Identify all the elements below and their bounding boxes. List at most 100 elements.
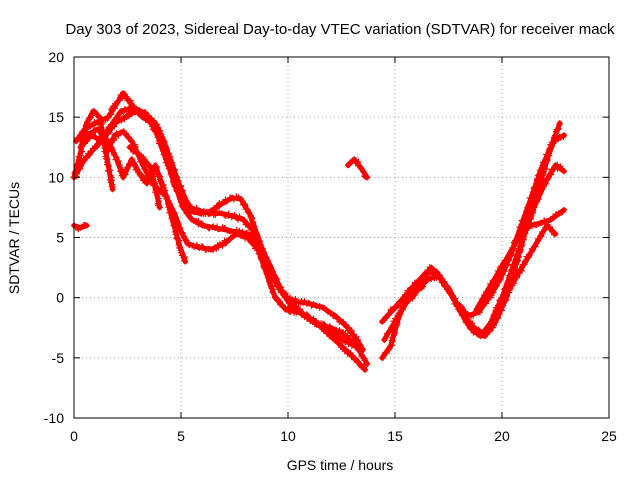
sample-marker bbox=[548, 171, 555, 178]
sample-marker bbox=[139, 162, 146, 169]
sample-marker bbox=[209, 246, 216, 253]
sample-marker bbox=[230, 196, 237, 203]
sample-marker bbox=[163, 147, 170, 154]
sample-marker bbox=[91, 127, 98, 134]
sample-marker bbox=[206, 211, 213, 218]
sample-marker bbox=[476, 303, 483, 310]
sample-marker bbox=[178, 182, 185, 189]
sample-marker bbox=[513, 252, 520, 259]
sample-marker bbox=[395, 303, 402, 310]
sample-marker bbox=[342, 321, 349, 328]
y-tick-label: 5 bbox=[56, 230, 64, 246]
sample-marker bbox=[507, 285, 514, 292]
sample-marker bbox=[188, 204, 195, 211]
sample-marker bbox=[158, 178, 165, 185]
sample-marker bbox=[525, 254, 532, 261]
sample-marker bbox=[112, 156, 119, 163]
sample-marker bbox=[529, 208, 536, 215]
sample-marker bbox=[99, 129, 106, 136]
sample-marker bbox=[172, 226, 179, 233]
sample-marker bbox=[379, 354, 386, 361]
sample-marker bbox=[84, 132, 91, 139]
sample-marker bbox=[83, 153, 90, 160]
sample-marker bbox=[88, 130, 95, 137]
sample-marker bbox=[107, 174, 114, 181]
sample-marker bbox=[355, 158, 362, 165]
sample-marker bbox=[179, 188, 186, 195]
sample-marker bbox=[118, 172, 125, 179]
sample-marker bbox=[356, 343, 363, 350]
series-band bbox=[103, 129, 188, 265]
ticks: 0 5 10 15 20 25 -10 -5 0 5 10 15 20 bbox=[44, 49, 617, 444]
sample-marker bbox=[245, 229, 252, 236]
sample-marker bbox=[552, 132, 559, 139]
sample-marker bbox=[345, 340, 352, 347]
sample-marker bbox=[92, 128, 99, 135]
series-track-14 bbox=[490, 222, 559, 319]
series-track-4 bbox=[77, 107, 369, 373]
x-axis-label: GPS time / hours bbox=[287, 457, 394, 473]
series-track-5 bbox=[83, 126, 366, 354]
sample-marker bbox=[201, 222, 208, 229]
sample-marker bbox=[510, 242, 517, 249]
sample-marker bbox=[128, 145, 135, 152]
sample-marker bbox=[531, 183, 538, 190]
sample-marker bbox=[77, 165, 84, 172]
sample-marker bbox=[255, 238, 262, 245]
sample-marker bbox=[141, 156, 148, 163]
sample-marker bbox=[385, 312, 392, 319]
sample-marker bbox=[86, 152, 93, 159]
sample-marker bbox=[325, 328, 332, 335]
series-track-6 bbox=[103, 128, 189, 265]
sample-marker bbox=[484, 324, 491, 331]
sample-marker bbox=[154, 121, 161, 128]
sample-marker bbox=[303, 311, 310, 318]
sample-marker bbox=[415, 287, 422, 294]
sample-marker bbox=[354, 358, 361, 365]
sample-marker bbox=[559, 208, 566, 215]
sample-marker bbox=[420, 281, 427, 288]
y-tick-label: 10 bbox=[48, 169, 64, 185]
sample-marker bbox=[125, 110, 132, 117]
sample-marker bbox=[153, 165, 160, 172]
sample-marker bbox=[504, 278, 511, 285]
sample-marker bbox=[266, 261, 273, 268]
sample-marker bbox=[129, 108, 136, 115]
sample-marker bbox=[110, 135, 117, 142]
y-axis-label: SDTVAR / TECUs bbox=[6, 182, 22, 294]
sample-marker bbox=[479, 329, 486, 336]
sample-marker bbox=[557, 134, 564, 141]
sample-marker bbox=[358, 347, 365, 354]
sample-marker bbox=[441, 278, 448, 285]
sample-marker bbox=[537, 190, 544, 197]
sample-marker bbox=[508, 266, 515, 273]
sample-marker bbox=[344, 337, 351, 344]
sample-marker bbox=[531, 204, 538, 211]
sample-marker bbox=[351, 356, 358, 363]
sample-marker bbox=[409, 283, 416, 290]
sample-marker bbox=[343, 324, 350, 331]
sample-marker bbox=[227, 236, 234, 243]
sample-marker bbox=[330, 313, 337, 320]
sample-marker bbox=[521, 229, 528, 236]
sample-marker bbox=[86, 123, 93, 130]
sample-marker bbox=[528, 245, 535, 252]
sample-marker bbox=[287, 301, 294, 308]
sample-marker bbox=[263, 256, 270, 263]
sample-marker bbox=[339, 343, 346, 350]
sample-marker bbox=[411, 292, 418, 299]
sample-marker bbox=[385, 311, 392, 318]
sample-marker bbox=[363, 360, 370, 367]
sample-marker bbox=[150, 117, 157, 124]
sample-marker bbox=[493, 273, 500, 280]
sample-marker bbox=[176, 237, 183, 244]
sample-marker bbox=[264, 257, 271, 264]
x-tick-label: 15 bbox=[387, 428, 403, 444]
sample-marker bbox=[298, 309, 305, 316]
sample-marker bbox=[390, 332, 397, 339]
sample-marker bbox=[181, 257, 188, 264]
sample-marker bbox=[506, 249, 513, 256]
sample-marker bbox=[401, 303, 408, 310]
sample-marker bbox=[426, 270, 433, 277]
sample-marker bbox=[438, 279, 445, 286]
